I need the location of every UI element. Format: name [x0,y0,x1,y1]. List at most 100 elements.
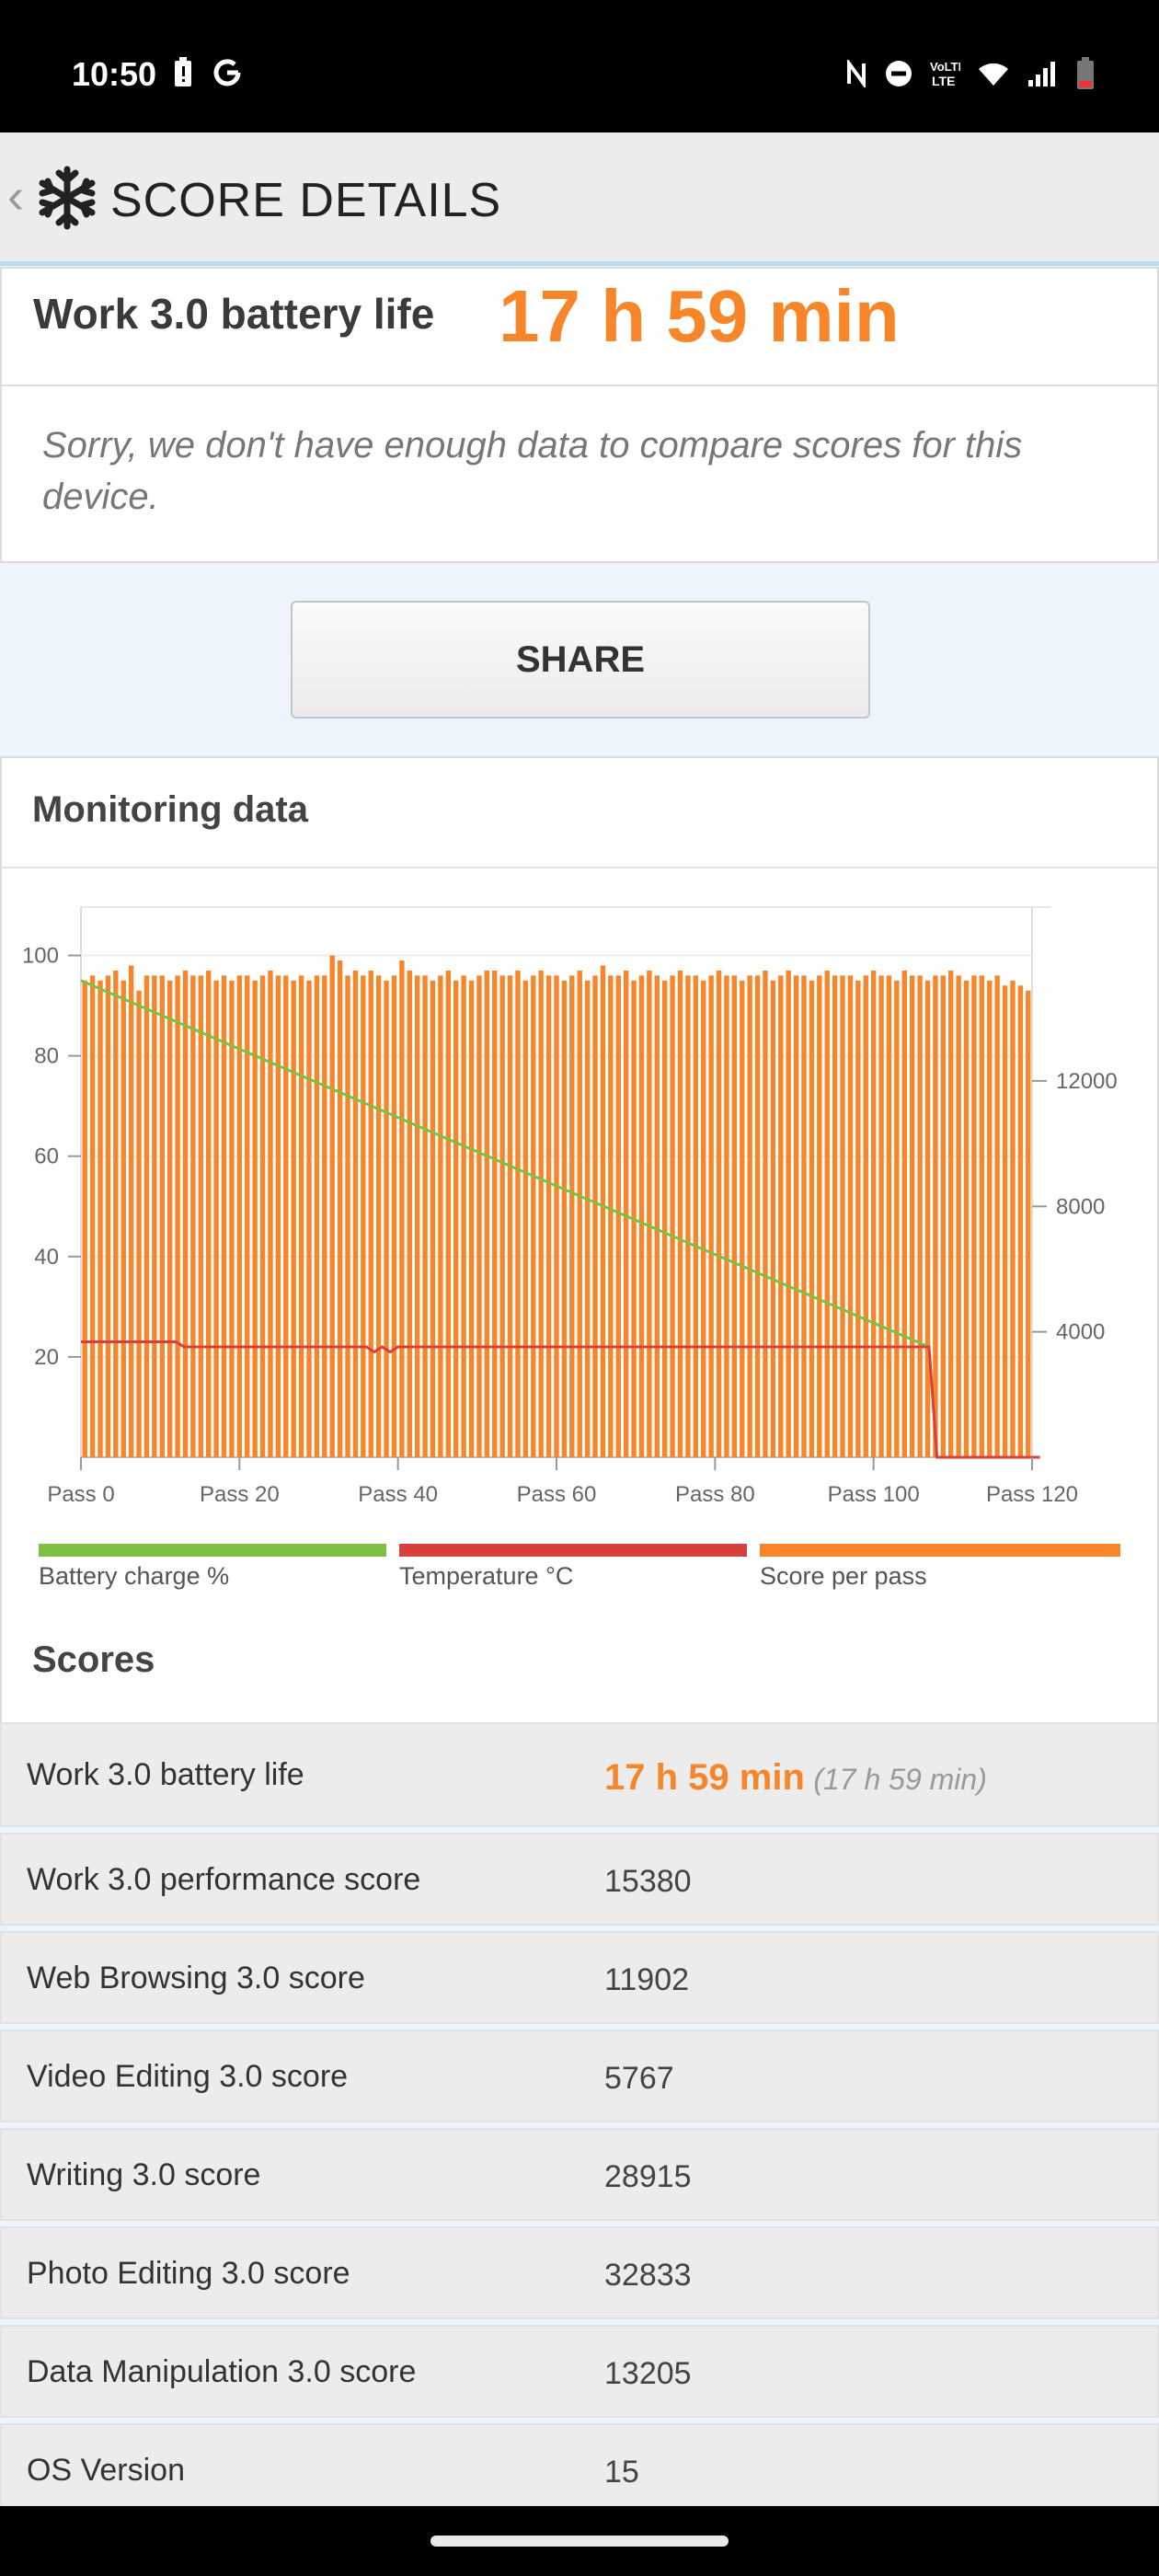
left-tick-label: 60 [34,1144,59,1169]
legend-swatch-battery [39,1544,386,1557]
x-tick-label: Pass 0 [47,1482,114,1507]
score-bar [275,975,281,1457]
score-bar [770,980,776,1457]
volte-icon: VoLTELTE [930,60,960,88]
score-bar [268,970,273,1457]
battery-life-value: 17 h 59 min [604,1757,805,1798]
row-label: Data Manipulation 3.0 score [27,2354,417,2389]
back-chevron-icon[interactable]: ‹ [7,168,24,224]
row-value: 13205 [604,2356,692,2391]
score-bar [120,980,126,1457]
score-bar [592,975,598,1457]
svg-text:LTE: LTE [932,74,955,88]
summary-card: Work 3.0 battery life 17 h 59 min [0,267,1159,388]
table-row: Work 3.0 battery life 17 h 59 min (17 h … [0,1722,1159,1827]
score-bar [291,980,296,1457]
row-value: 11902 [604,1962,690,1997]
score-bar [608,975,614,1457]
score-bar [182,970,189,1457]
score-bar [662,980,668,1457]
x-tick-label: Pass 60 [517,1482,597,1507]
score-bar [569,975,575,1457]
row-label: Writing 3.0 score [27,2157,261,2192]
score-bar [445,970,451,1457]
score-bar [384,980,389,1457]
temperature-line [81,1340,1040,1459]
score-bar [98,980,103,1457]
score-bar [314,975,320,1457]
left-tick-label: 20 [34,1345,59,1370]
right-tick-label: 4000 [1056,1320,1105,1345]
x-tick-label: Pass 20 [200,1482,280,1507]
score-bar [670,975,675,1457]
score-bar [198,975,203,1457]
score-bar [345,975,350,1457]
score-bar [840,975,845,1457]
left-tick-label: 40 [34,1245,59,1270]
score-bar [832,975,838,1457]
score-bar [476,975,482,1457]
score-bar [701,980,706,1457]
left-tick-label: 80 [34,1044,59,1069]
share-button[interactable]: SHARE [291,601,870,719]
score-bar [754,975,761,1457]
score-bar [638,975,645,1457]
legend-swatch-score [760,1544,1120,1557]
score-bar [1010,980,1016,1457]
svg-text:VoLTE: VoLTE [930,60,960,74]
score-bar [430,980,436,1457]
row-value: 5767 [604,2061,674,2096]
score-bar [584,980,591,1457]
monitoring-chart: 20 40 60 80 100 4000 8000 12000 Pass 0 Pass 20 Pas… [22,906,1118,1507]
score-bar [229,980,235,1457]
score-bar [747,975,752,1457]
row-label: Work 3.0 performance score [27,1862,421,1897]
score-bar [878,975,884,1457]
scores-title: Scores [32,1639,155,1680]
row-label: Web Browsing 3.0 score [27,1961,365,1995]
score-bar [468,980,475,1457]
score-bar [910,975,915,1457]
score-bar [361,975,366,1457]
score-bar [143,975,150,1457]
score-bar [259,975,266,1457]
score-bar [252,980,258,1457]
summary-value: 17 h 59 min [499,275,900,357]
score-bar [824,970,830,1457]
home-gesture-handle[interactable] [430,2536,729,2547]
score-bar [971,975,977,1457]
table-row: Photo Editing 3.0 score 32833 [0,2226,1159,2319]
score-bar [793,975,799,1457]
cellular-signal-icon [1028,62,1055,86]
score-bar [545,975,552,1457]
score-bar [693,975,699,1457]
x-tick-label: Pass 100 [828,1482,920,1507]
row-value: 15 [604,2455,639,2490]
score-bar [399,960,405,1457]
score-bar [322,975,327,1457]
score-bar [716,970,722,1457]
score-bar [407,970,412,1457]
status-bar: 10:50 VoLTELTE [0,0,1159,132]
wifi-icon [979,63,1008,86]
score-bar [152,975,157,1457]
score-bar [786,970,791,1457]
score-bar [600,965,606,1457]
battery-charge-line [80,979,930,1349]
score-bar [731,975,738,1457]
score-bar [128,965,134,1457]
right-tick-label: 12000 [1056,1069,1118,1094]
row-label: Video Editing 3.0 score [27,2059,349,2094]
score-bar [206,970,212,1457]
score-bar [453,980,459,1457]
row-value: 32833 [604,2258,692,2293]
monitoring-card: Monitoring data 20 40 60 80 100 4000 8000 12000… [0,756,1159,1729]
score-bar [245,975,250,1457]
legend-score: Score per pass [760,1544,1120,1599]
score-bar [847,975,854,1457]
score-bar [461,975,466,1457]
row-value: 28915 [604,2159,692,2194]
score-bar [306,980,312,1457]
monitoring-title: Monitoring data [32,789,308,830]
score-bar [531,975,536,1457]
